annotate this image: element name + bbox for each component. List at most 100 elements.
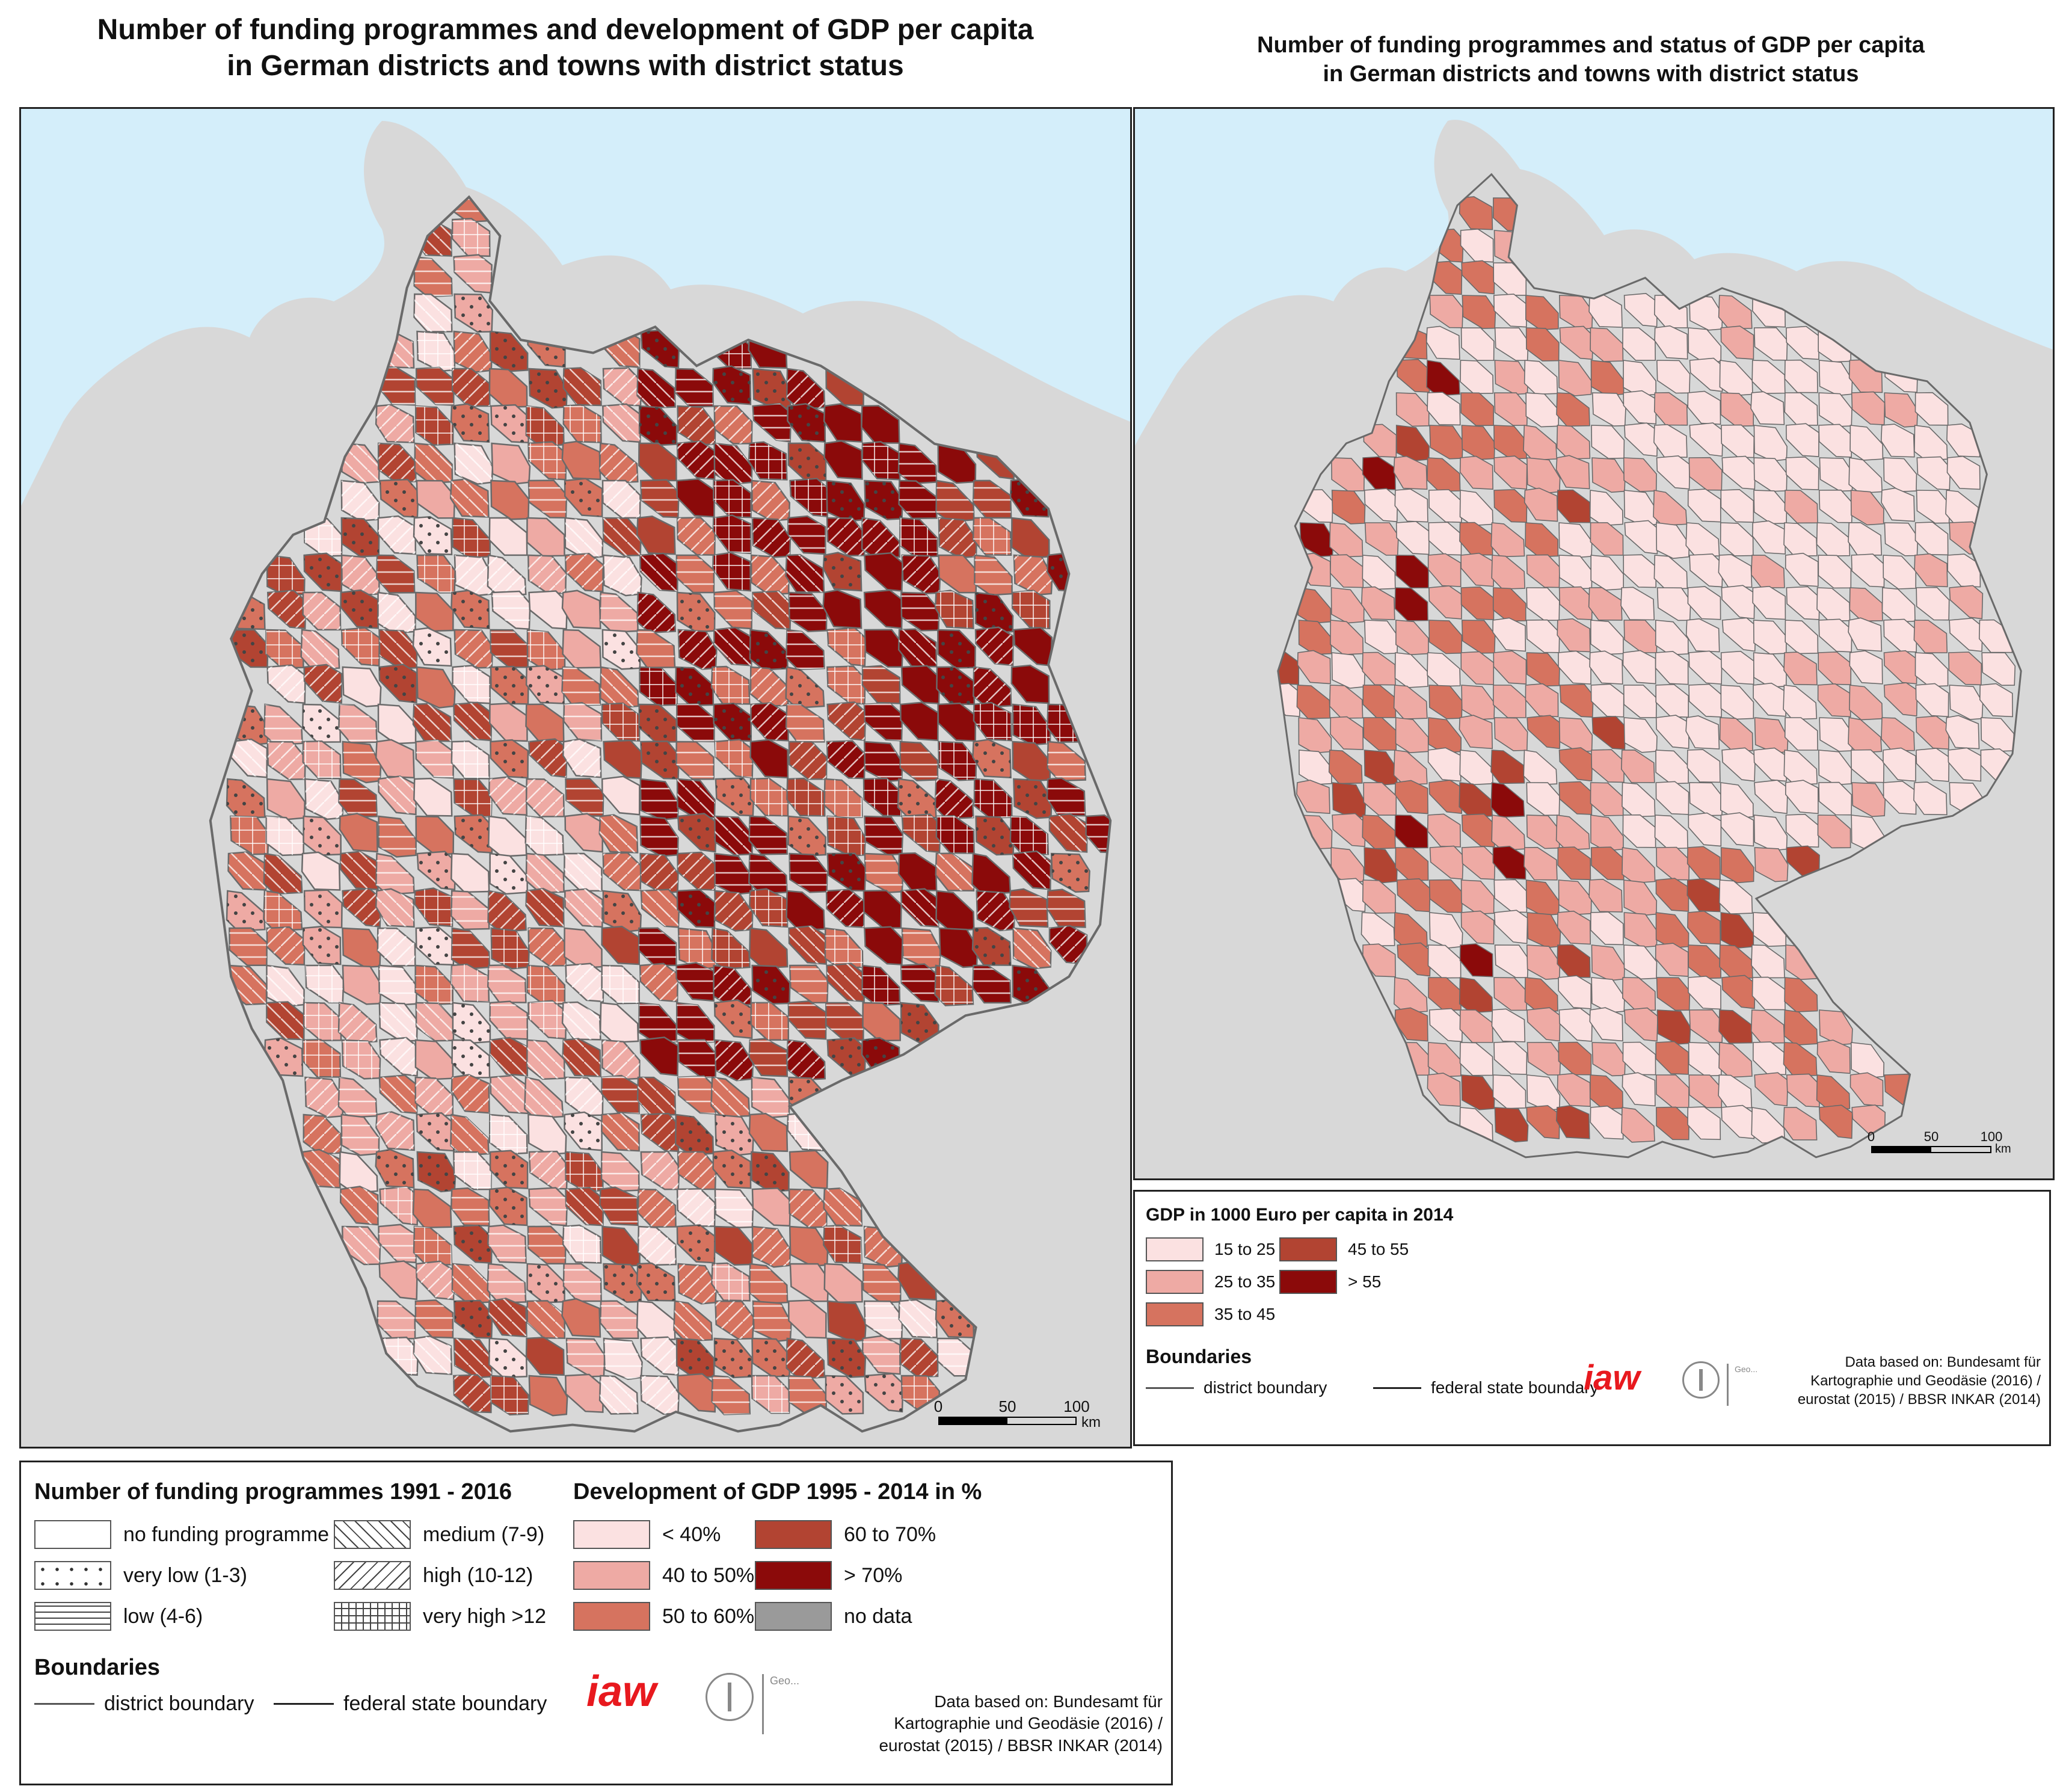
district-pattern-overlay: [490, 1115, 527, 1154]
district-pattern-overlay: [452, 218, 490, 256]
district-shape: [1590, 911, 1624, 946]
funding-item-medium: medium (7-9): [334, 1520, 544, 1549]
district-shape: [1493, 910, 1528, 944]
district-shape: [1655, 1106, 1689, 1141]
district-pattern-overlay: [416, 406, 453, 445]
district-shape: [1880, 423, 1915, 458]
district-pattern-overlay: [825, 1376, 863, 1414]
district-pattern-overlay: [564, 1112, 602, 1151]
district-shape: [1656, 522, 1690, 559]
right-legend-label-3: 35 to 45: [1214, 1305, 1276, 1323]
district-shape: [1393, 750, 1428, 786]
district-pattern-overlay: [525, 816, 564, 855]
district-shape: [1427, 553, 1462, 588]
district-shape: [1784, 359, 1818, 393]
district-pattern-overlay: [790, 478, 828, 517]
district-shape: [1558, 586, 1593, 620]
district-shape: [1721, 975, 1756, 1009]
left-state-boundary-item: federal state boundary: [274, 1692, 547, 1716]
district-pattern-overlay: [564, 1264, 601, 1301]
district-pattern-overlay: [454, 443, 493, 484]
district-pattern-overlay: [377, 928, 416, 966]
district-shape: [1881, 717, 1915, 751]
district-shape: [1916, 456, 1951, 490]
right-state-boundary-item: federal state boundary: [1373, 1378, 1599, 1397]
district-pattern-overlay: [677, 852, 715, 890]
right-map-svg: [1135, 109, 2053, 1178]
district-shape: [1979, 683, 2014, 718]
district-pattern-overlay: [600, 1187, 638, 1225]
district-shape: [1428, 1008, 1463, 1042]
district-pattern-overlay: [823, 1188, 862, 1226]
swatch-50-60: [573, 1602, 650, 1631]
district-pattern-overlay: [749, 816, 787, 855]
district-shape: [1687, 1106, 1721, 1141]
district-pattern-overlay: [639, 704, 677, 742]
district-shape: [1589, 490, 1623, 526]
district-pattern-overlay: [751, 1152, 789, 1192]
district-pattern-overlay: [565, 1152, 603, 1192]
district-shape: [1558, 975, 1592, 1009]
district-pattern-overlay: [713, 1150, 751, 1189]
district-pattern-overlay: [417, 1152, 456, 1192]
district-shape: [1816, 522, 1851, 557]
district-shape: [413, 777, 453, 817]
district-pattern-overlay: [789, 1189, 827, 1228]
district-shape: [1558, 1008, 1593, 1042]
left-map-title: Number of funding programmes and develop…: [12, 12, 1119, 84]
surrounding-land: [21, 109, 1130, 1447]
district-pattern-overlay: [827, 702, 866, 741]
district-shape: [1622, 1041, 1656, 1076]
district-pattern-overlay: [938, 518, 977, 558]
district-shape: [1591, 749, 1625, 783]
district-shape: [1364, 488, 1398, 523]
district-shape: [1427, 1042, 1462, 1077]
district-pattern-overlay: [416, 740, 453, 778]
district-pattern-overlay: [826, 889, 864, 928]
district-pattern-overlay: [451, 1188, 490, 1226]
district-shape: [1786, 586, 1820, 620]
district-pattern-overlay: [973, 965, 1011, 1003]
district-shape: [1461, 813, 1496, 848]
district-pattern-overlay: [342, 1227, 381, 1264]
district-shape: [864, 552, 903, 592]
district-pattern-overlay: [379, 1003, 417, 1041]
district-shape: [1490, 782, 1525, 818]
iaw-logo-right: iaw: [1584, 1358, 1640, 1398]
district-shape: [1784, 717, 1818, 751]
state-line-sample-left: [274, 1703, 334, 1705]
district-shape: [1783, 651, 1818, 686]
district-shape: [1785, 813, 1819, 848]
district-pattern-overlay: [487, 555, 526, 596]
funding-label-high: high (10-12): [423, 1563, 533, 1587]
district-pattern-overlay: [638, 1189, 676, 1227]
district-pattern-overlay: [935, 965, 973, 1006]
district-shape: [900, 665, 941, 704]
district-pattern-overlay: [491, 928, 529, 969]
district-shape: [603, 739, 643, 779]
district-shape: [1590, 683, 1625, 718]
district-pattern-overlay: [749, 888, 788, 927]
geography-logo-right: Geo...: [1727, 1364, 1757, 1406]
district-shape: [1460, 879, 1495, 915]
district-pattern-overlay: [602, 703, 640, 741]
district-pattern-overlay: [488, 965, 526, 1003]
district-pattern-overlay: [377, 1301, 416, 1339]
district-pattern-overlay: [453, 702, 492, 741]
district-pattern-overlay: [637, 593, 675, 633]
district-shape: [1817, 814, 1851, 849]
district-pattern-overlay: [637, 1263, 675, 1301]
district-pattern-overlay: [339, 704, 377, 743]
district-shape: [601, 925, 641, 965]
district-pattern-overlay: [677, 441, 715, 479]
swatch-40-50: [573, 1561, 650, 1590]
district-shape: [1591, 716, 1626, 750]
pattern-none-swatch: [34, 1520, 111, 1549]
funding-label-low: low (4-6): [123, 1604, 203, 1628]
left-map-panel[interactable]: 0 50 100 km: [19, 107, 1132, 1449]
district-pattern-overlay: [564, 703, 601, 741]
right-source-line-1: Data based on: Bundesamt für: [1845, 1354, 2041, 1370]
right-map-panel[interactable]: 0 50 100 km: [1133, 107, 2055, 1180]
district-pattern-overlay: [789, 742, 827, 780]
district-pattern-overlay: [789, 443, 826, 481]
